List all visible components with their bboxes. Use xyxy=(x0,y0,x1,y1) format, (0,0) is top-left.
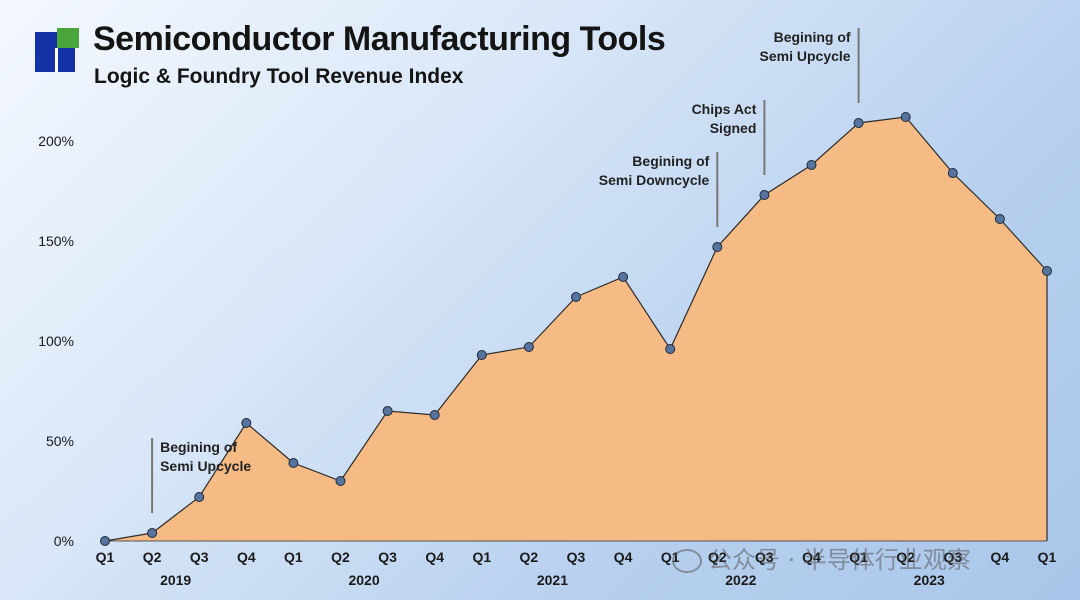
year-label: 2023 xyxy=(914,572,945,588)
x-tick-label: Q1 xyxy=(472,549,491,565)
data-point xyxy=(147,528,158,538)
annotation: Begining of Semi Upcycle xyxy=(160,439,251,474)
annotation-text: Begining of xyxy=(774,29,851,45)
x-tick-label: Q1 xyxy=(284,549,303,565)
x-tick-label: Q3 xyxy=(378,549,397,565)
y-tick-label: 100% xyxy=(38,333,74,349)
logo xyxy=(35,28,79,72)
x-tick-label: Q2 xyxy=(143,549,162,565)
wechat-icon xyxy=(672,549,702,573)
annotation: Begining of Semi Downcycle xyxy=(599,153,710,188)
y-tick-label: 0% xyxy=(54,533,74,549)
data-point xyxy=(806,160,817,170)
data-point xyxy=(759,190,770,200)
data-point xyxy=(665,344,676,354)
data-point xyxy=(288,458,299,468)
data-point xyxy=(1042,266,1052,276)
data-point xyxy=(853,118,864,128)
data-point xyxy=(900,112,911,122)
x-tick-label: Q1 xyxy=(1038,549,1057,565)
data-point xyxy=(994,214,1005,224)
x-tick-label: Q4 xyxy=(614,549,633,565)
x-tick-label: Q2 xyxy=(520,549,539,565)
watermark: 公众号 · 半导体行业观察 xyxy=(672,540,971,575)
x-tick-label: Q3 xyxy=(567,549,586,565)
x-tick-label: Q4 xyxy=(991,549,1010,565)
x-tick-label: Q4 xyxy=(425,549,444,565)
data-point xyxy=(335,476,346,486)
x-tick-label: Q1 xyxy=(849,549,868,565)
x-tick-label: Q3 xyxy=(943,549,962,565)
y-tick-label: 200% xyxy=(38,133,74,149)
year-label: 2019 xyxy=(160,572,191,588)
data-point xyxy=(194,492,205,502)
x-tick-label: Q2 xyxy=(896,549,915,565)
x-tick-label: Q4 xyxy=(237,549,256,565)
year-label: 2022 xyxy=(725,572,756,588)
x-tick-label: Q4 xyxy=(802,549,821,565)
annotation-text: Semi Upcycle xyxy=(160,458,251,474)
data-point xyxy=(618,272,629,282)
data-point xyxy=(712,242,723,252)
data-point xyxy=(523,342,534,352)
year-label: 2020 xyxy=(348,572,379,588)
data-point xyxy=(571,292,581,302)
annotation-text: Begining of xyxy=(632,153,709,169)
annotation-text: Signed xyxy=(710,120,757,136)
y-tick-label: 50% xyxy=(46,433,74,449)
y-tick-label: 150% xyxy=(38,233,74,249)
annotation-text: Begining of xyxy=(160,439,237,455)
x-tick-label: Q3 xyxy=(190,549,209,565)
page-subtitle: Logic & Foundry Tool Revenue Index xyxy=(94,65,464,88)
year-label: 2021 xyxy=(537,572,568,588)
data-point xyxy=(429,410,440,420)
data-point xyxy=(476,350,487,360)
area-fill xyxy=(105,117,1047,541)
annotation: Chips Act Signed xyxy=(692,101,757,136)
data-point xyxy=(241,418,252,428)
logo-green-square xyxy=(57,28,79,48)
page-title: Semiconductor Manufacturing Tools xyxy=(93,20,666,58)
x-tick-label: Q1 xyxy=(96,549,115,565)
annotation: Begining of Semi Upcycle xyxy=(760,29,851,64)
annotation-text: Semi Upcycle xyxy=(760,48,851,64)
data-point xyxy=(947,168,958,178)
annotation-text: Chips Act xyxy=(692,101,757,117)
data-point xyxy=(100,536,110,546)
watermark-text: 公众号 · 半导体行业观察 xyxy=(708,546,971,574)
annotation-text: Semi Downcycle xyxy=(599,172,710,188)
x-tick-label: Q3 xyxy=(755,549,774,565)
logo-divider xyxy=(55,48,58,72)
data-point xyxy=(382,406,393,416)
x-tick-label: Q2 xyxy=(708,549,727,565)
x-tick-label: Q2 xyxy=(331,549,350,565)
